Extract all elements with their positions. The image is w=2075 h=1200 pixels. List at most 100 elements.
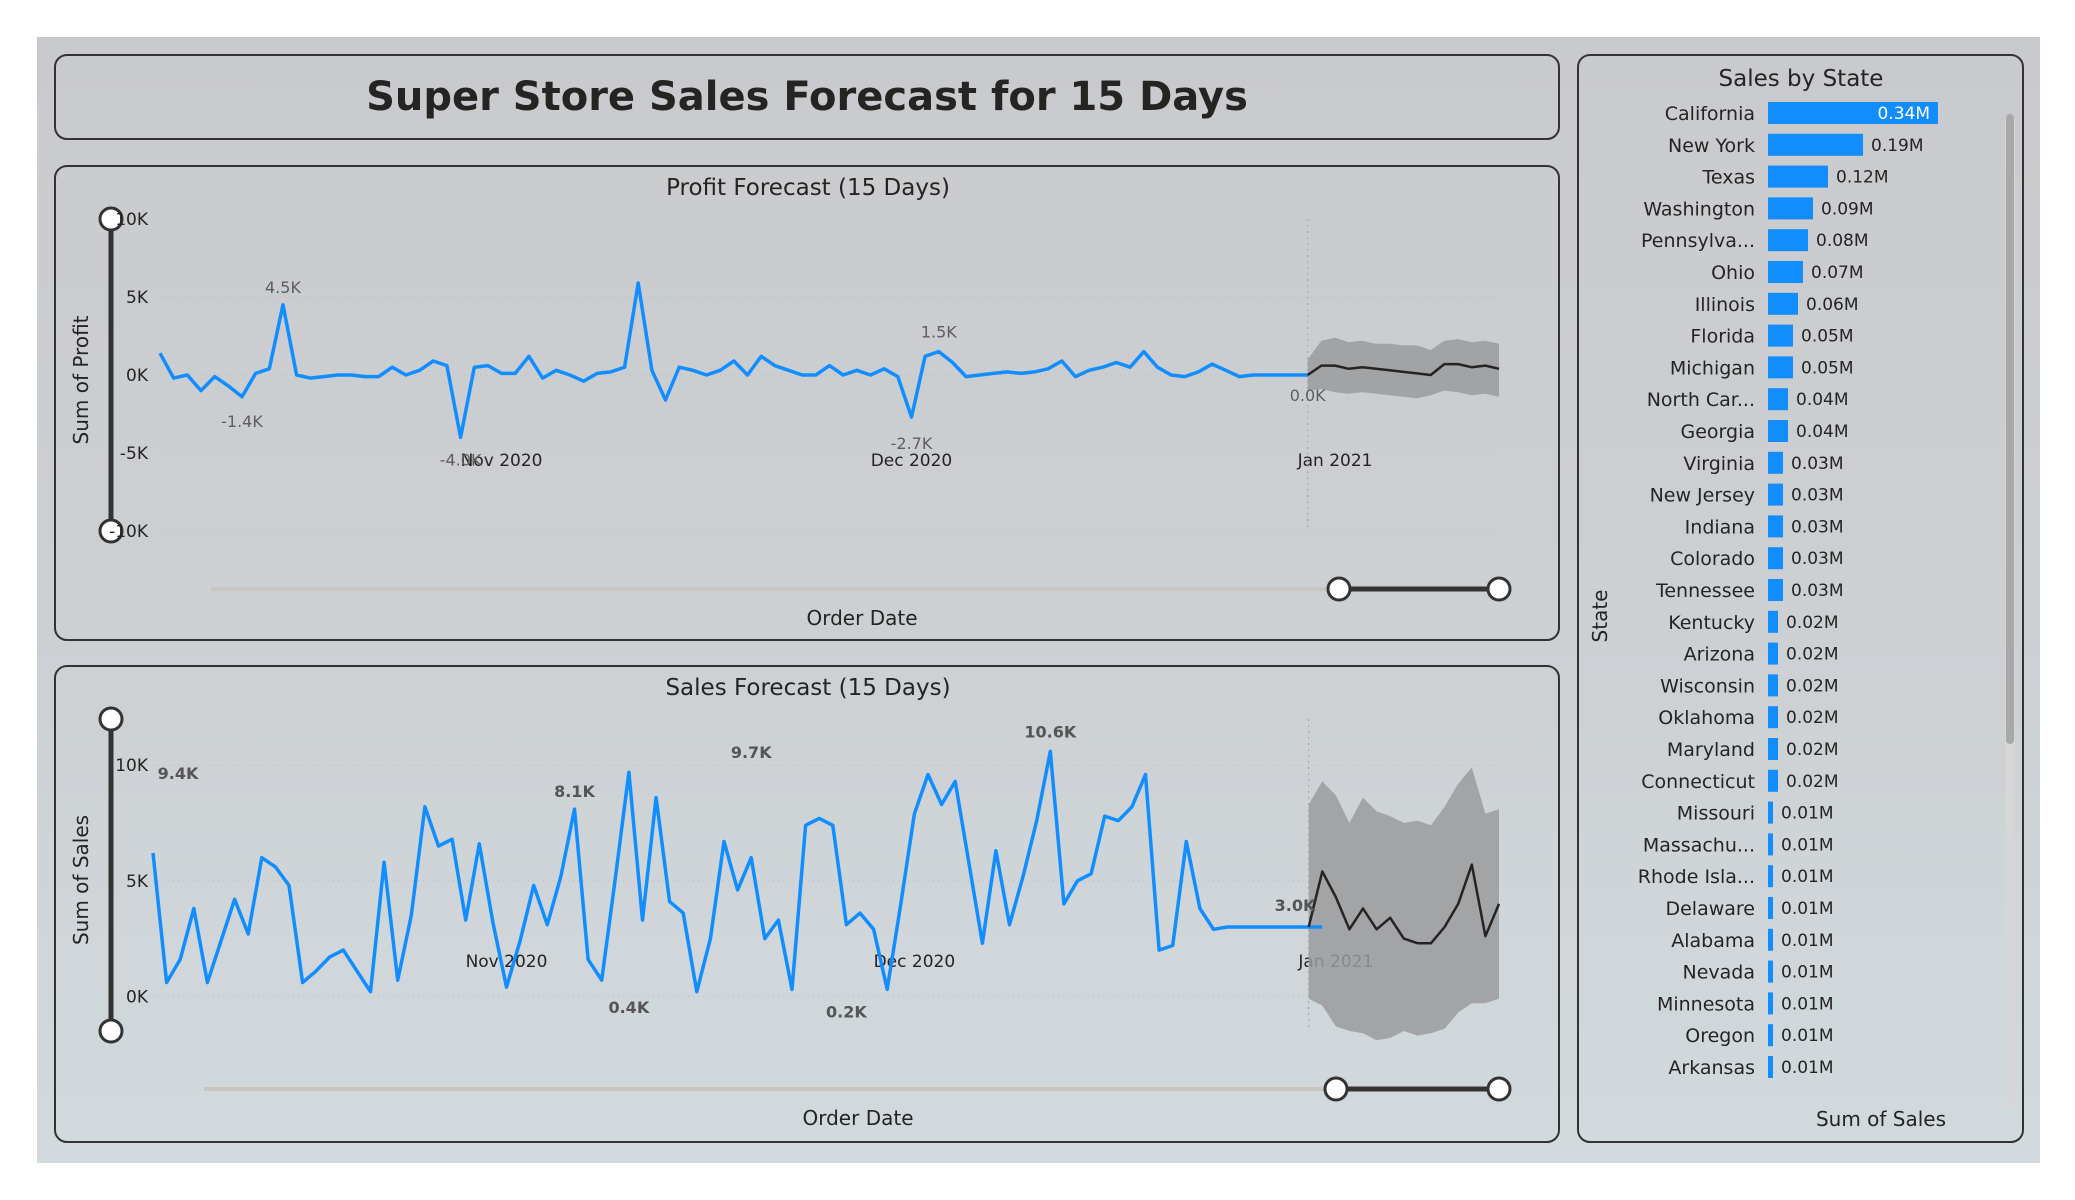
sales-y-tick-label: 0K xyxy=(126,987,149,1007)
state-category-label: Colorado xyxy=(1670,548,1755,570)
profit-chart-svg: Profit Forecast (15 Days) Sum of Profit … xyxy=(69,175,1512,630)
state-bar-value-label: 0.09M xyxy=(1821,199,1874,219)
state-bar[interactable] xyxy=(1768,261,1803,283)
profit-x-slider-handle-right[interactable] xyxy=(1486,576,1512,602)
state-bar-value-label: 0.04M xyxy=(1796,390,1849,410)
sales-data-label: 0.2K xyxy=(826,1003,867,1022)
profit-x-slider-handle-left[interactable] xyxy=(1326,576,1352,602)
profit-data-label: 4.5K xyxy=(265,278,301,297)
state-category-label: Oklahoma xyxy=(1658,707,1755,729)
state-bar[interactable] xyxy=(1768,1024,1773,1047)
state-category-label: Maryland xyxy=(1667,739,1755,761)
state-bar-value-label: 0.05M xyxy=(1801,358,1854,378)
profit-data-label: -2.7K xyxy=(891,434,933,453)
state-bar[interactable] xyxy=(1768,960,1773,983)
state-bar[interactable] xyxy=(1768,165,1828,188)
state-bar[interactable] xyxy=(1768,833,1773,856)
state-bar[interactable] xyxy=(1768,356,1793,379)
state-bar[interactable] xyxy=(1768,865,1773,888)
state-chart-title: Sales by State xyxy=(1719,66,1884,92)
state-bar[interactable] xyxy=(1768,897,1773,919)
state-bar[interactable] xyxy=(1768,483,1783,506)
report-canvas: Super Store Sales Forecast for 15 Days P… xyxy=(37,37,2040,1163)
state-bar-value-label: 0.01M xyxy=(1781,963,1834,983)
state-bar[interactable] xyxy=(1768,451,1783,474)
sales-data-label: 9.7K xyxy=(731,743,772,762)
state-bar-value-label: 0.02M xyxy=(1786,740,1839,760)
state-bar-value-label: 0.01M xyxy=(1781,931,1834,951)
profit-y-slider-handle-top[interactable] xyxy=(98,206,124,232)
state-category-label: Minnesota xyxy=(1657,993,1755,1015)
state-category-label: Missouri xyxy=(1677,803,1755,825)
profit-y-axis-label: Sum of Profit xyxy=(69,315,93,444)
state-category-label: New Jersey xyxy=(1650,485,1755,507)
state-bar[interactable] xyxy=(1768,928,1773,951)
sales-data-label: 9.4K xyxy=(158,764,199,783)
state-bar[interactable] xyxy=(1768,738,1778,760)
sales-y-tick-label: 10K xyxy=(115,756,149,776)
state-category-label: Connecticut xyxy=(1641,771,1755,793)
state-bar-value-label: 0.01M xyxy=(1781,899,1834,919)
sales-y-axis-label: Sum of Sales xyxy=(69,815,93,945)
state-category-label: North Car... xyxy=(1647,389,1755,411)
state-bar[interactable] xyxy=(1768,133,1863,156)
state-bar[interactable] xyxy=(1768,610,1778,633)
state-bar[interactable] xyxy=(1768,515,1783,538)
state-bar[interactable] xyxy=(1768,420,1788,442)
state-bar-value-label: 0.04M xyxy=(1796,422,1849,442)
state-bar[interactable] xyxy=(1768,229,1808,252)
state-bar-value-label: 0.01M xyxy=(1781,867,1834,887)
state-category-label: Washington xyxy=(1643,198,1755,220)
state-category-label: Arizona xyxy=(1684,644,1755,666)
sales-x-tick-label: Dec 2020 xyxy=(874,952,956,972)
state-bar[interactable] xyxy=(1768,388,1788,411)
state-bar-value-label: 0.08M xyxy=(1816,231,1869,251)
state-bar-value-label: 0.03M xyxy=(1791,581,1844,601)
state-bar[interactable] xyxy=(1768,547,1783,570)
state-bar[interactable] xyxy=(1768,324,1793,347)
state-bar-value-label: 0.05M xyxy=(1801,327,1854,347)
state-bar[interactable] xyxy=(1768,674,1778,697)
sales-x-slider-handle-right[interactable] xyxy=(1486,1076,1512,1102)
state-category-label: Pennsylva... xyxy=(1641,230,1755,252)
state-bar[interactable] xyxy=(1768,769,1778,792)
sales-y-tick-label: 5K xyxy=(126,872,149,892)
sales-chart-svg: Sales Forecast (15 Days) Sum of Sales Or… xyxy=(69,675,1512,1130)
profit-forecast-panel: Profit Forecast (15 Days) Sum of Profit … xyxy=(54,165,1560,641)
state-category-label: Massachu... xyxy=(1643,834,1755,856)
state-bar[interactable] xyxy=(1768,102,1938,124)
sales-y-slider-handle-top[interactable] xyxy=(98,706,124,732)
state-bar[interactable] xyxy=(1768,292,1798,315)
state-bar-value-label: 0.34M xyxy=(1877,104,1930,124)
state-scrollbar-thumb[interactable] xyxy=(2006,114,2014,744)
profit-data-label: -4.0K xyxy=(440,450,482,469)
state-category-label: Florida xyxy=(1690,326,1755,348)
state-bar-value-label: 0.03M xyxy=(1791,549,1844,569)
profit-y-tick-label: 0K xyxy=(126,366,149,386)
state-category-label: Alabama xyxy=(1671,930,1755,952)
profit-x-tick-label: Nov 2020 xyxy=(461,451,543,471)
sales-y-slider-handle-bottom[interactable] xyxy=(98,1018,124,1044)
state-bar[interactable] xyxy=(1768,197,1813,220)
title-card: Super Store Sales Forecast for 15 Days xyxy=(54,54,1560,140)
state-category-label: Virginia xyxy=(1683,453,1755,475)
state-bar[interactable] xyxy=(1768,801,1773,824)
sales-forecast-series-line xyxy=(1307,863,1501,945)
state-bar[interactable] xyxy=(1768,579,1783,601)
sales-data-label: 3.0K xyxy=(1275,896,1316,915)
state-bar-value-label: 0.01M xyxy=(1781,1058,1834,1078)
state-bar[interactable] xyxy=(1768,642,1778,665)
state-category-label: California xyxy=(1665,103,1755,125)
state-category-label: Rhode Isla... xyxy=(1638,866,1755,888)
state-bar[interactable] xyxy=(1768,1056,1773,1078)
profit-actual-series-line xyxy=(158,281,1308,440)
state-bar[interactable] xyxy=(1768,706,1778,729)
state-bar[interactable] xyxy=(1768,992,1773,1015)
state-category-label: Tennessee xyxy=(1655,580,1755,602)
state-bar-value-label: 0.03M xyxy=(1791,454,1844,474)
profit-data-label: -1.4K xyxy=(221,412,263,431)
state-bar-value-label: 0.19M xyxy=(1871,136,1924,156)
profit-y-slider-handle-bottom[interactable] xyxy=(98,518,124,544)
sales-x-slider-handle-left[interactable] xyxy=(1323,1076,1349,1102)
state-bar-value-label: 0.01M xyxy=(1781,1026,1834,1046)
